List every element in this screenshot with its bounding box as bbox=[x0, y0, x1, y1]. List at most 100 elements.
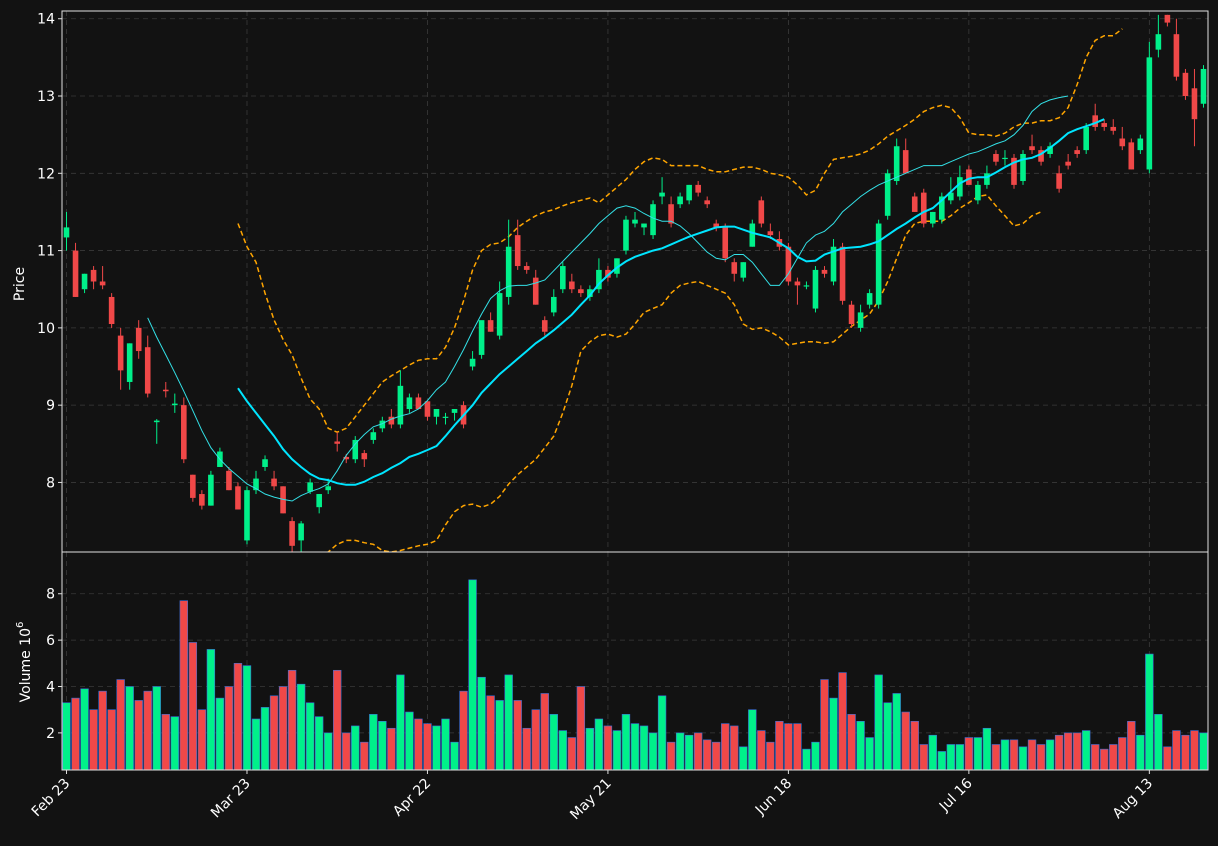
candle-body bbox=[731, 262, 738, 274]
volume-bar bbox=[369, 714, 378, 771]
candle-body bbox=[541, 320, 548, 332]
grid-layer bbox=[62, 11, 1208, 770]
volume-bar bbox=[675, 732, 685, 771]
volume-bar bbox=[1145, 653, 1154, 771]
volume-bar bbox=[215, 697, 225, 771]
volume-bar bbox=[80, 688, 89, 771]
candle-body bbox=[433, 409, 440, 417]
candle-body bbox=[1200, 68, 1207, 104]
candle-body bbox=[911, 196, 918, 212]
volume-bar bbox=[1199, 732, 1208, 771]
volume-bar bbox=[621, 714, 631, 771]
volume-bar bbox=[1009, 739, 1019, 771]
candle-body bbox=[1110, 126, 1117, 131]
candle-body bbox=[442, 416, 449, 418]
upper-band-line bbox=[237, 28, 1123, 434]
candle-body bbox=[975, 184, 981, 201]
candle-body bbox=[596, 269, 602, 290]
volume-bar bbox=[1163, 746, 1172, 771]
candle-body bbox=[1092, 115, 1099, 127]
volume-bar bbox=[567, 737, 577, 771]
candle-body bbox=[939, 196, 945, 220]
volume-bar bbox=[305, 702, 315, 771]
candle-body bbox=[1173, 34, 1180, 77]
volume-bar bbox=[1054, 734, 1064, 771]
price-tick-label: 12 bbox=[37, 166, 55, 182]
volume-bar bbox=[522, 727, 531, 771]
candle-body bbox=[884, 173, 891, 216]
candle-body bbox=[135, 327, 142, 352]
candle-body bbox=[1119, 138, 1126, 147]
candle-body bbox=[505, 246, 512, 297]
candle-body bbox=[343, 456, 350, 460]
volume-bar bbox=[387, 727, 396, 771]
volume-bar bbox=[314, 716, 324, 771]
candle-body bbox=[171, 403, 178, 406]
candle-body bbox=[1038, 150, 1044, 162]
volume-axis-label: Volume 106 bbox=[15, 622, 34, 703]
candle-body bbox=[117, 335, 124, 371]
volume-tick-label: 8 bbox=[46, 587, 55, 603]
volume-bar bbox=[964, 737, 974, 771]
candle-body bbox=[722, 227, 729, 259]
volume-bar bbox=[946, 744, 956, 771]
candle-body bbox=[668, 204, 674, 224]
candle-body bbox=[1083, 126, 1089, 151]
volume-bar bbox=[1136, 734, 1145, 771]
volume-bar bbox=[260, 707, 270, 771]
volume-bar bbox=[251, 718, 261, 771]
candle-body bbox=[181, 405, 187, 460]
volume-bar bbox=[576, 686, 586, 771]
volume-bar bbox=[486, 695, 495, 771]
volume-bar bbox=[1063, 732, 1073, 771]
volume-bar bbox=[1100, 748, 1109, 771]
volume-bar bbox=[973, 737, 983, 771]
candle-body bbox=[262, 459, 268, 467]
volume-bar bbox=[378, 720, 387, 771]
candle-body bbox=[713, 223, 720, 228]
moving-average-slow-line bbox=[237, 118, 1105, 486]
candle-body bbox=[316, 494, 322, 508]
candle-body bbox=[1002, 157, 1008, 160]
volume-bar bbox=[206, 649, 216, 771]
volume-bar bbox=[1082, 730, 1091, 771]
volume-bar bbox=[874, 674, 883, 771]
volume-bar bbox=[594, 718, 604, 771]
volume-bar bbox=[1000, 739, 1010, 771]
volume-axis-exponent: 6 bbox=[15, 622, 26, 628]
candle-body bbox=[803, 285, 810, 287]
volume-bar bbox=[856, 720, 865, 771]
candle-body bbox=[1146, 57, 1153, 170]
volume-bar bbox=[107, 709, 116, 771]
volume-bar bbox=[721, 723, 730, 771]
candle-body bbox=[244, 490, 250, 541]
price-tick-label: 8 bbox=[46, 475, 55, 491]
candle-body bbox=[162, 389, 169, 392]
candle-body bbox=[63, 227, 70, 238]
volume-bar bbox=[811, 741, 820, 771]
candle-body bbox=[208, 474, 214, 506]
volume-bar bbox=[1172, 730, 1181, 771]
candle-body bbox=[578, 289, 584, 294]
candle-body bbox=[370, 432, 377, 440]
candle-body bbox=[144, 347, 151, 394]
volume-bar bbox=[116, 679, 125, 771]
candle-body bbox=[1047, 146, 1053, 154]
volume-bar bbox=[531, 709, 540, 771]
volume-bar bbox=[648, 732, 658, 771]
volume-bar bbox=[134, 700, 143, 771]
volume-bar bbox=[991, 744, 1001, 771]
volume-bar bbox=[955, 744, 965, 771]
candle-body bbox=[478, 320, 485, 355]
volume-bar bbox=[1109, 744, 1118, 771]
candle-body bbox=[740, 262, 747, 278]
volume-bar bbox=[603, 725, 613, 771]
volume-bar bbox=[324, 732, 333, 771]
candle-body bbox=[623, 219, 629, 251]
candle-body bbox=[361, 453, 368, 460]
candle-body bbox=[72, 250, 79, 297]
volume-bar bbox=[730, 725, 739, 771]
volume-bar bbox=[242, 665, 252, 771]
volume-bar bbox=[405, 711, 414, 771]
